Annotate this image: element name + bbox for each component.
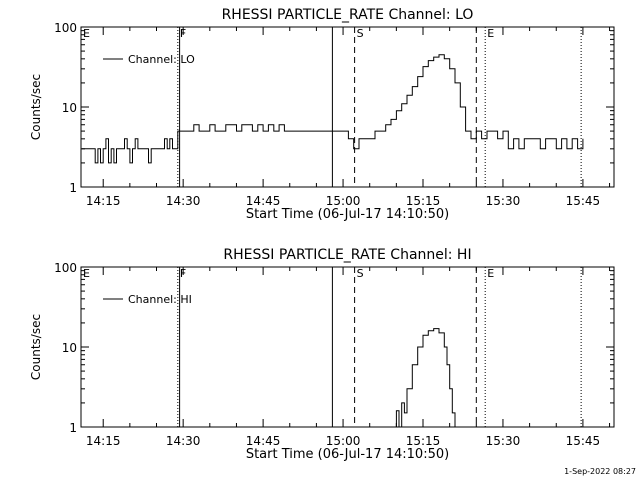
p0-y-tick-label-2: 100 (54, 21, 77, 35)
p1-y-tick-label-1: 10 (62, 341, 77, 355)
p1-x-tick-label-1: 14:30 (166, 434, 201, 448)
p1-plot-frame (80, 266, 615, 428)
p0-marker-label-1: F (180, 27, 186, 40)
p1-marker-label-1: F (180, 267, 186, 280)
p1-x-tick-label-2: 14:45 (246, 434, 281, 448)
p0-y-tick-label-0: 1 (69, 181, 77, 195)
p0-chart-title: RHESSI PARTICLE_RATE Channel: LO (222, 7, 474, 23)
chart-panel-hi: RHESSI PARTICLE_RATE Channel: HI 14:15 14:… (29, 247, 615, 462)
p0-marker-label-0: E (83, 27, 90, 40)
p0-x-axis-label: Start Time (06-Jul-17 14:10:50) (246, 207, 449, 222)
p0-x-tick-label-5: 15:30 (486, 194, 521, 208)
p1-chart-title: RHESSI PARTICLE_RATE Channel: HI (223, 247, 471, 263)
p1-x-tick-label-5: 15:30 (486, 434, 521, 448)
p0-x-tick-label-2: 14:45 (246, 194, 281, 208)
chart-panel-lo: RHESSI PARTICLE_RATE Channel: LO 14:15 14:… (29, 7, 615, 222)
p0-x-tick-label-3: 15:00 (326, 194, 361, 208)
p1-marker-label-0: E (83, 267, 90, 280)
p0-x-tick-label-6: 15:45 (566, 194, 601, 208)
p1-y-tick-label-0: 1 (69, 421, 77, 435)
p0-x-tick-label-4: 15:15 (406, 194, 441, 208)
p0-x-tick-label-1: 14:30 (166, 194, 201, 208)
p0-marker-label-4: S (357, 27, 364, 40)
p1-x-tick-label-6: 15:45 (566, 434, 601, 448)
p0-y-tick-label-1: 10 (62, 101, 77, 115)
p1-marker-label-4: S (357, 267, 364, 280)
p1-x-tick-label-0: 14:15 (86, 434, 121, 448)
p1-series-line-0 (393, 328, 456, 427)
p1-x-axis-label: Start Time (06-Jul-17 14:10:50) (246, 447, 449, 462)
p0-marker-label-6: E (487, 27, 494, 40)
footer-timestamp: 1-Sep-2022 08:27 (564, 467, 636, 476)
p1-y-tick-label-2: 100 (54, 261, 77, 275)
p1-x-tick-label-4: 15:15 (406, 434, 441, 448)
p0-y-axis-label: Counts/sec (29, 74, 43, 140)
p0-x-tick-label-0: 14:15 (86, 194, 121, 208)
p1-marker-label-6: E (487, 267, 494, 280)
p0-plot-frame (80, 26, 615, 188)
p1-y-axis-label: Counts/sec (29, 314, 43, 380)
p0-series-line-0 (81, 54, 584, 164)
p1-x-tick-label-3: 15:00 (326, 434, 361, 448)
p0-legend-label: Channel: LO (128, 53, 195, 66)
p1-legend-label: Channel: HI (128, 293, 192, 306)
